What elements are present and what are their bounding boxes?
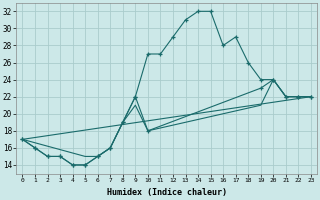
X-axis label: Humidex (Indice chaleur): Humidex (Indice chaleur) xyxy=(107,188,227,197)
